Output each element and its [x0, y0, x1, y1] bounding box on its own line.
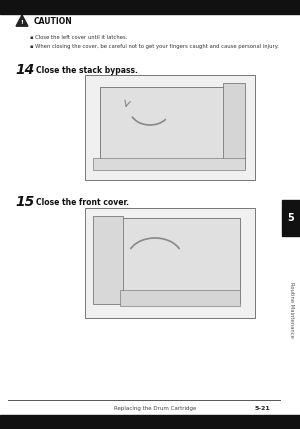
Text: 5-21: 5-21: [255, 406, 271, 411]
Bar: [93, 216, 123, 304]
Bar: [282, 200, 300, 236]
Text: !: !: [21, 20, 23, 25]
Text: Close the front cover.: Close the front cover.: [36, 198, 129, 207]
Bar: [85, 208, 255, 318]
Text: 5: 5: [288, 213, 294, 223]
Bar: [223, 83, 245, 168]
Bar: [95, 218, 240, 303]
Bar: [0, 415, 300, 429]
Text: ▪ Close the left cover until it latches.: ▪ Close the left cover until it latches.: [30, 35, 127, 40]
Text: ▪ When closing the cover, be careful not to get your fingers caught and cause pe: ▪ When closing the cover, be careful not…: [30, 44, 279, 49]
Text: Replacing the Drum Cartridge: Replacing the Drum Cartridge: [114, 406, 196, 411]
Text: Routine Maintenance: Routine Maintenance: [289, 282, 293, 338]
Text: CAUTION: CAUTION: [34, 18, 73, 27]
Text: 15: 15: [15, 195, 34, 209]
Text: Close the stack bypass.: Close the stack bypass.: [36, 66, 138, 75]
Bar: [0, 0, 300, 14]
Bar: [100, 87, 225, 164]
Polygon shape: [16, 15, 28, 26]
Text: 14: 14: [15, 63, 34, 77]
Bar: [85, 75, 255, 180]
Bar: [120, 290, 240, 306]
Bar: [93, 158, 245, 170]
